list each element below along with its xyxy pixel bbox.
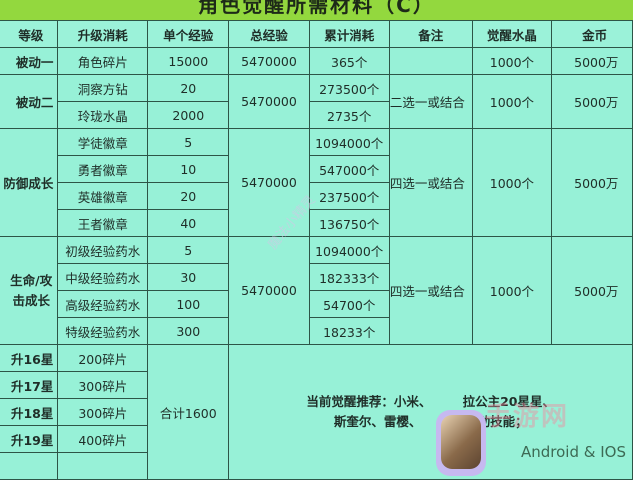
exp-cell: 100 <box>147 290 230 318</box>
level-cell: 被动一 <box>0 47 59 75</box>
exp-cell: 10 <box>147 155 230 183</box>
cumulative-cell: 2735个 <box>308 101 390 129</box>
crystal-cell: 1000个 <box>471 47 553 75</box>
platform-text: Android & IOS <box>521 443 626 461</box>
item-cell: 高级经验药水 <box>57 290 149 318</box>
level-cell: 防御成长 <box>0 128 59 237</box>
header-cost: 升级消耗 <box>57 20 149 48</box>
star-level-cell: 升16星 <box>0 344 59 372</box>
star-level-cell: 升19星 <box>0 425 59 453</box>
note-cell: 二选一或结合 <box>388 74 473 129</box>
cumulative-cell: 237500个 <box>308 182 390 210</box>
cumulative-cell: 273500个 <box>308 74 390 102</box>
table-row: 勇者徽章 10 547000个 <box>0 155 633 183</box>
table-row: 生命/攻击成长 初级经验药水 5 5470000 1094000个 四选一或结合… <box>0 236 633 345</box>
exp-cell: 15000 <box>147 47 230 75</box>
table-row: 升17星 300碎片 <box>0 371 633 399</box>
table-row: 被动一 角色碎片 15000 5470000 365个 1000个 5000万 <box>0 47 633 75</box>
table-row: 升16星 200碎片 合计1600 当前觉醒推荐：小米、 拉公主20星星、 斯奎… <box>0 344 633 480</box>
table-row: 防御成长 学徒徽章 5 5470000 1094000个 四选一或结合 1000… <box>0 128 633 237</box>
table-row: 升18星 300碎片 <box>0 398 633 426</box>
header-cumulative: 累计消耗 <box>308 20 390 48</box>
star-level-cell: 升18星 <box>0 398 59 426</box>
gold-cell: 5000万 <box>551 47 633 75</box>
level-cell: 生命/攻击成长 <box>0 236 59 345</box>
item-cell: 学徒徽章 <box>57 128 149 156</box>
item-cell: 初级经验药水 <box>57 236 149 264</box>
header-note: 备注 <box>388 20 473 48</box>
table-row: 被动二 洞察方钻 20 5470000 273500个 二选一或结合 1000个… <box>0 74 633 129</box>
header-gold: 金币 <box>551 20 633 48</box>
cumulative-cell: 1094000个 <box>308 128 390 156</box>
materials-table: 等级 升级消耗 单个经验 总经验 累计消耗 备注 觉醒水晶 金币 被动一 角色碎… <box>0 20 633 480</box>
note-cell: 四选一或结合 <box>388 128 473 237</box>
star-level-cell: 升17星 <box>0 371 59 399</box>
gold-cell: 5000万 <box>551 128 633 237</box>
exp-cell: 5 <box>147 128 230 156</box>
cumulative-cell: 1094000个 <box>308 236 390 264</box>
total-cell: 5470000 <box>228 128 310 237</box>
star-cost-cell: 200碎片 <box>57 344 149 372</box>
watermark-text: 手游网 <box>485 402 570 432</box>
table-row: 英雄徽章 20 237500个 <box>0 182 633 210</box>
crystal-cell: 1000个 <box>471 128 553 237</box>
star-cost-cell: 300碎片 <box>57 398 149 426</box>
header-total-exp: 总经验 <box>228 20 310 48</box>
header-level: 等级 <box>0 20 59 48</box>
table-row: 特级经验药水 300 18233个 <box>0 317 633 345</box>
star-cost-cell: 400碎片 <box>57 425 149 453</box>
level-cell: 被动二 <box>0 74 59 129</box>
item-cell: 角色碎片 <box>57 47 149 75</box>
table-row: 高级经验药水 100 54700个 <box>0 290 633 318</box>
gold-cell: 5000万 <box>551 236 633 345</box>
crystal-cell: 1000个 <box>471 236 553 345</box>
item-cell: 玲珑水晶 <box>57 101 149 129</box>
item-cell: 勇者徽章 <box>57 155 149 183</box>
cumulative-cell: 547000个 <box>308 155 390 183</box>
item-cell: 洞察方钻 <box>57 74 149 102</box>
cumulative-cell: 182333个 <box>308 263 390 291</box>
item-cell: 王者徽章 <box>57 209 149 237</box>
table-row: 王者徽章 40 136750个 <box>0 209 633 237</box>
item-cell: 英雄徽章 <box>57 182 149 210</box>
crystal-cell: 1000个 <box>471 74 553 129</box>
total-cell: 5470000 <box>228 236 310 345</box>
gold-cell: 5000万 <box>551 74 633 129</box>
star-level-cell <box>0 452 59 480</box>
total-cell: 5470000 <box>228 74 310 129</box>
table-row: 玲珑水晶 2000 2735个 <box>0 101 633 129</box>
note-cell: 四选一或结合 <box>388 236 473 345</box>
exp-cell: 300 <box>147 317 230 345</box>
total-cell: 5470000 <box>228 47 310 75</box>
app-logo-icon <box>436 410 486 476</box>
exp-cell: 40 <box>147 209 230 237</box>
header-unit-exp: 单个经验 <box>147 20 230 48</box>
header-row: 等级 升级消耗 单个经验 总经验 累计消耗 备注 觉醒水晶 金币 <box>0 20 633 48</box>
exp-cell: 30 <box>147 263 230 291</box>
exp-cell: 20 <box>147 74 230 102</box>
exp-cell: 20 <box>147 182 230 210</box>
cumulative-cell: 54700个 <box>308 290 390 318</box>
cumulative-cell: 136750个 <box>308 209 390 237</box>
header-crystal: 觉醒水晶 <box>471 20 553 48</box>
exp-cell: 2000 <box>147 101 230 129</box>
cumulative-cell: 18233个 <box>308 317 390 345</box>
exp-cell: 5 <box>147 236 230 264</box>
note-cell <box>388 47 473 75</box>
table-row: 中级经验药水 30 182333个 <box>0 263 633 291</box>
recommendation-line-2: 斯奎尔、雷樱、 被动技能； <box>333 414 528 429</box>
materials-table-wrap: 等级 升级消耗 单个经验 总经验 累计消耗 备注 觉醒水晶 金币 被动一 角色碎… <box>0 20 633 480</box>
recommendation-line-1: 当前觉醒推荐：小米、 拉公主20星星、 <box>306 394 556 409</box>
table-title: 角色觉醒所需材料（C） <box>0 0 633 20</box>
star-cost-cell: 300碎片 <box>57 371 149 399</box>
recommendation-cell: 当前觉醒推荐：小米、 拉公主20星星、 斯奎尔、雷樱、 被动技能； <box>228 344 633 480</box>
star-cost-cell <box>57 452 149 480</box>
item-cell: 中级经验药水 <box>57 263 149 291</box>
item-cell: 特级经验药水 <box>57 317 149 345</box>
stars-total-cell: 合计1600 <box>147 344 230 480</box>
cumulative-cell: 365个 <box>308 47 390 75</box>
